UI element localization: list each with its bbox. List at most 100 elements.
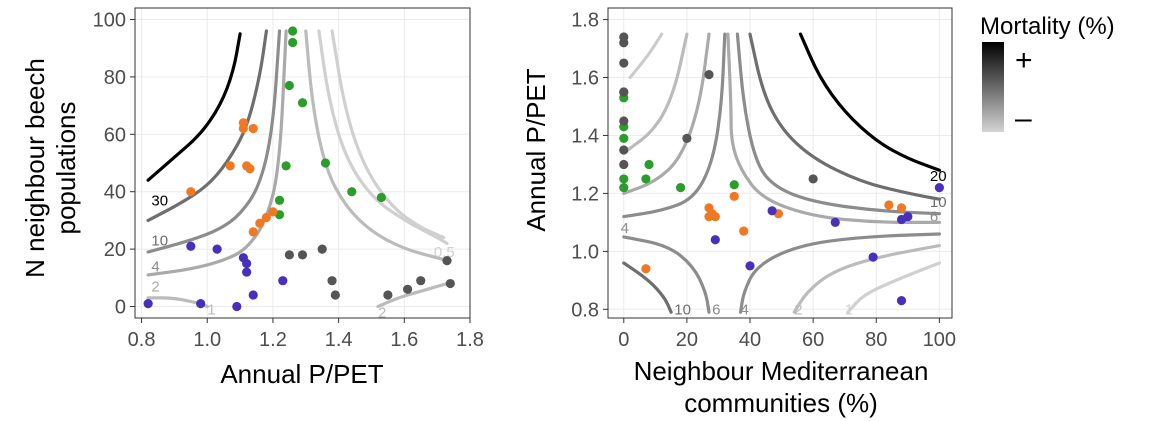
contour-line [792,244,941,314]
data-point [808,174,818,184]
x-tick-label: 100 [923,329,956,351]
data-point [238,123,248,134]
contour-line [317,29,449,245]
data-point [317,244,327,254]
left-panel: 30 10 4 2 1 0.5 2 0.8 1.0 1.2 1.4 1.6 1.8 0 20 40 60 80… [20,7,484,389]
contour-label: 0.5 [434,244,455,261]
contour-label: 6 [712,301,720,318]
y-tick-label: 60 [104,124,126,146]
data-point [186,241,196,251]
data-point [225,161,235,171]
y-tick-label: 1.8 [571,10,599,32]
x-tick-label: 0 [618,329,629,351]
y-tick-label: 1.4 [571,125,599,147]
contour-line [146,29,268,222]
right-y-ticks: 0.8 1.0 1.2 1.4 1.6 1.8 [571,10,608,321]
data-point [641,174,651,184]
data-point [739,226,749,236]
data-point [903,211,913,222]
contour-label: 1 [845,301,853,318]
contour-label: 4 [621,220,629,237]
contour-line [146,32,242,182]
data-point [710,211,720,222]
legend-title: Mortality (%) [980,13,1115,40]
contour-label: 10 [674,301,691,318]
x-tick-label: 1.0 [193,329,221,351]
right-plot-background [608,8,952,318]
data-point [268,207,278,217]
contour-line [622,32,727,219]
data-point [274,195,285,205]
data-point [320,158,331,168]
data-point [619,38,629,48]
contour-label: 1 [207,301,215,318]
contour-line [146,29,288,277]
data-point [347,187,357,197]
data-point [729,191,739,201]
data-point [729,180,739,190]
right-x-axis-title-line1: Neighbour Mediterranean [634,356,929,386]
x-tick-label: 1.2 [259,329,287,351]
contour-line [748,32,941,201]
contour-line [846,261,941,314]
data-point [288,26,298,36]
data-point [896,296,907,306]
data-point [619,145,629,155]
data-point [278,276,288,286]
y-tick-label: 80 [104,67,126,89]
data-point [619,159,629,170]
contour-label: 10 [151,233,168,250]
y-tick-label: 1.0 [571,241,599,263]
x-tick-label: 60 [802,329,824,351]
data-point [297,250,308,260]
contour-line [622,235,711,314]
data-point [868,252,878,262]
data-point [884,200,894,210]
data-point [297,98,308,108]
x-tick-label: 80 [865,329,887,351]
data-point [248,123,258,134]
data-point [242,267,252,277]
legend-color-bar [982,42,1004,132]
data-point [641,264,651,274]
right-y-axis-title: Annual P/PET [521,68,551,231]
right-x-axis-title-line2: communities (%) [684,388,878,418]
contour-label: 2 [151,278,159,295]
contour-line [739,232,941,314]
contour-label: 4 [741,301,749,318]
contour-line [622,32,689,155]
data-point [186,187,196,197]
data-point [245,164,255,174]
data-point [619,58,629,68]
data-point [402,284,413,294]
contour-line [146,29,282,254]
contour-label: 10 [930,194,947,211]
x-tick-label: 40 [739,329,761,351]
contour-label: 30 [151,192,168,209]
data-point [383,290,393,300]
contour-line [622,32,711,195]
left-x-axis-title: Annual P/PET [220,359,383,389]
data-point [242,258,252,269]
data-point [255,218,265,228]
y-tick-label: 40 [104,182,126,204]
mortality-legend: Mortality (%) + – [980,13,1115,135]
left-contour-lines: 30 10 4 2 1 0.5 2 [146,29,455,321]
y-tick-label: 100 [93,9,126,31]
data-point [288,37,298,48]
right-plot-border [607,7,953,319]
legend-low-label: – [1015,102,1032,135]
left-data-points [143,26,455,312]
contour-label: 6 [930,209,938,226]
data-point [284,250,294,260]
x-tick-label: 1.6 [390,329,418,351]
data-point [710,235,720,245]
left-y-axis-title-line2: populations [51,102,81,235]
contour-line [376,282,449,309]
data-point [261,212,271,223]
data-point [376,192,386,203]
data-point [232,301,242,312]
contour-line [628,32,664,80]
data-point [644,159,654,170]
